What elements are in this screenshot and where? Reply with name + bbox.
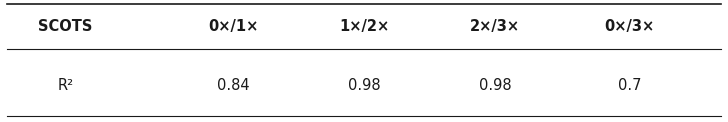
- Text: 1×/2×: 1×/2×: [339, 19, 389, 34]
- Text: 0.98: 0.98: [348, 78, 380, 93]
- Text: 0×/1×: 0×/1×: [207, 19, 258, 34]
- Text: 0.84: 0.84: [217, 78, 249, 93]
- Text: 0.7: 0.7: [618, 78, 641, 93]
- Text: 2×/3×: 2×/3×: [470, 19, 520, 34]
- Text: 0.98: 0.98: [479, 78, 511, 93]
- Text: 0×/3×: 0×/3×: [604, 19, 655, 34]
- Text: R²: R²: [58, 78, 74, 93]
- Text: SCOTS: SCOTS: [39, 19, 92, 34]
